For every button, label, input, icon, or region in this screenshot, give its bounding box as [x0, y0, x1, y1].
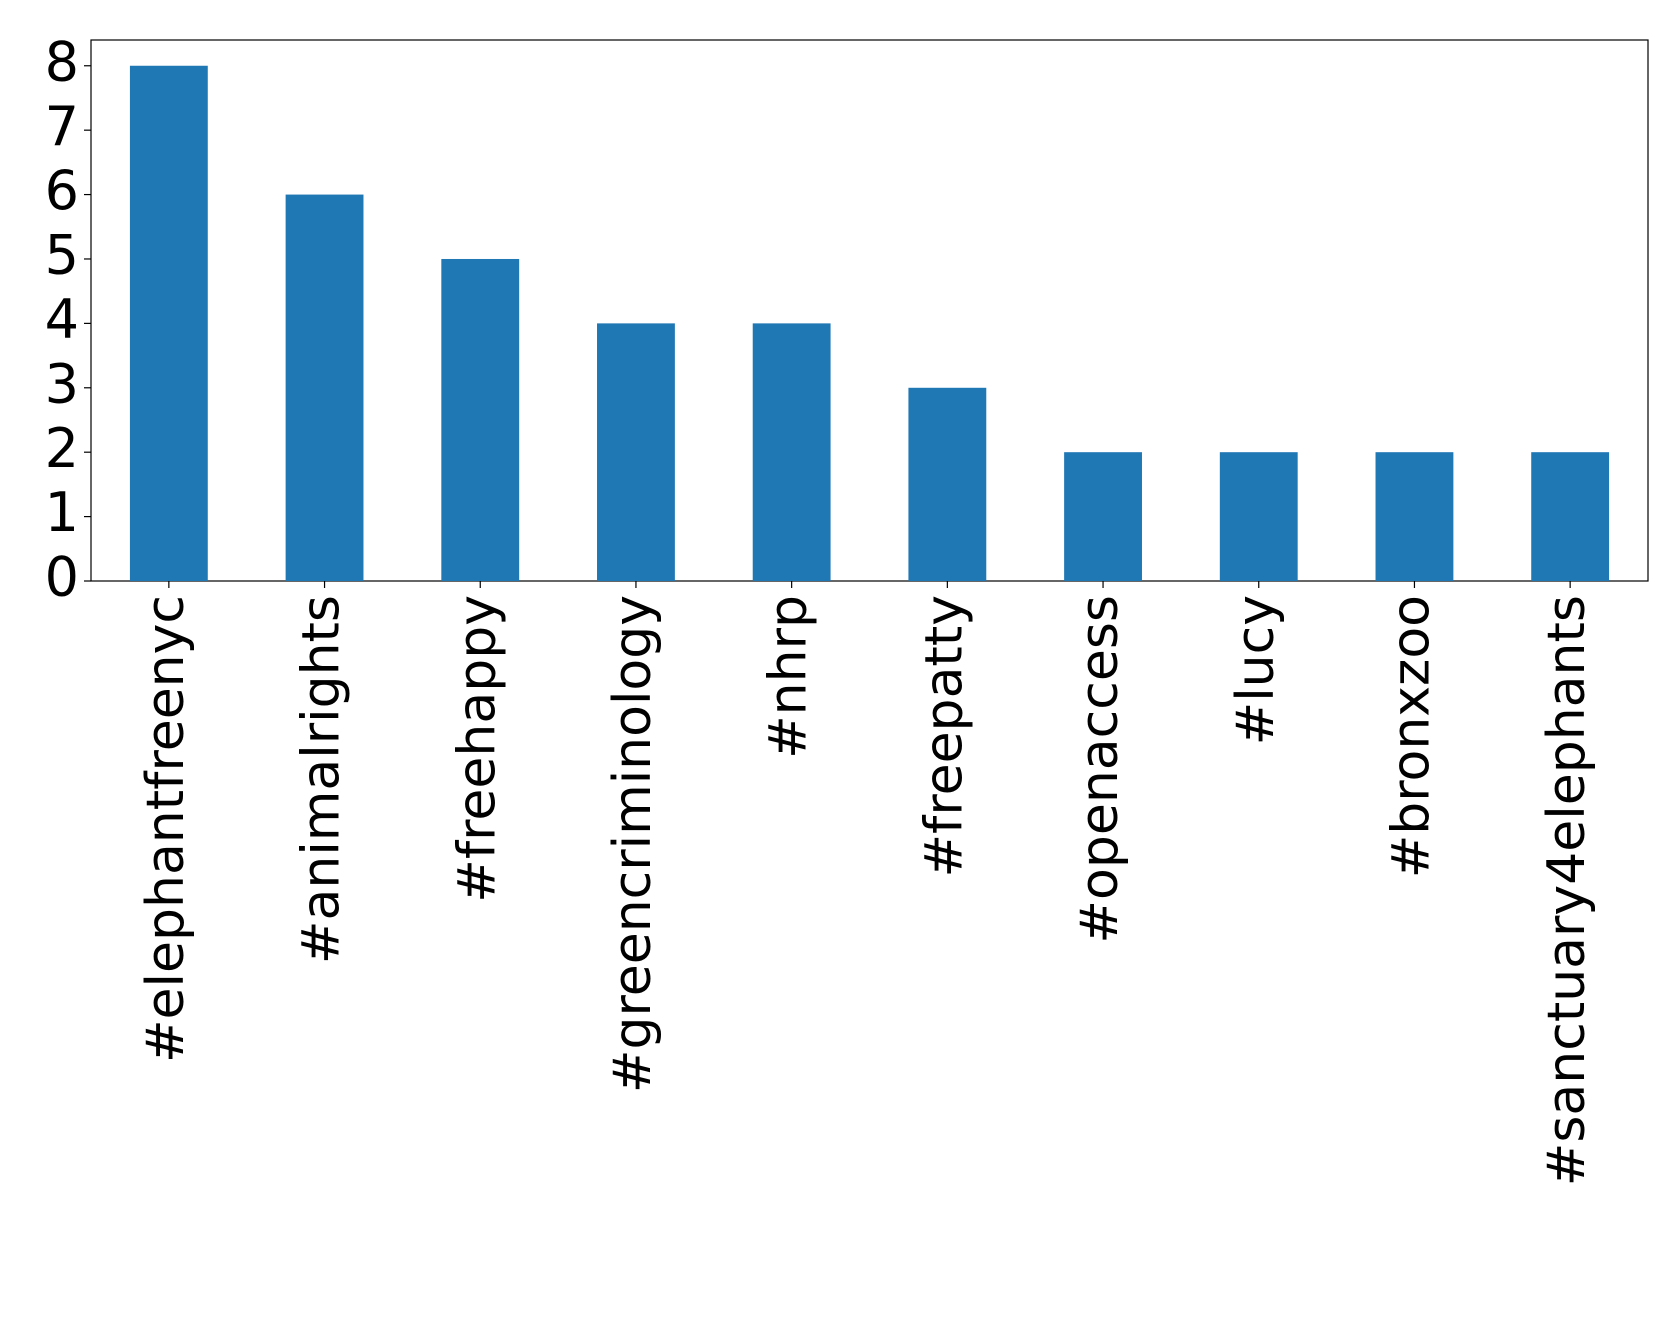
- bar: [752, 323, 831, 581]
- bar: [129, 65, 208, 581]
- bar: [441, 258, 520, 581]
- bar: [597, 323, 675, 581]
- y-tick-label: 4: [45, 288, 79, 351]
- y-tick-label: 6: [45, 159, 79, 222]
- bar: [285, 194, 364, 582]
- y-tick-label: 1: [45, 481, 79, 544]
- x-tick-label: #bronxzoo: [1381, 595, 1441, 878]
- y-tick-label: 0: [45, 546, 79, 609]
- plot-frame: [90, 39, 1649, 582]
- bar: [1219, 452, 1298, 581]
- x-tick-label: #lucy: [1226, 595, 1286, 745]
- bar: [1531, 452, 1610, 581]
- y-tick-label: 7: [45, 95, 79, 158]
- bar: [1064, 452, 1142, 581]
- x-tick-label: #animalrights: [292, 595, 352, 964]
- x-tick-label: #greencriminology: [603, 595, 663, 1093]
- x-tick-label: #freepatty: [914, 595, 974, 878]
- y-tick-label: 8: [45, 30, 79, 93]
- x-tick-label: #nhrp: [759, 595, 819, 759]
- y-tick-label: 5: [45, 224, 79, 287]
- x-tick-label: #openaccess: [1070, 595, 1130, 944]
- x-tick-label: #freehappy: [447, 595, 507, 903]
- bar: [908, 387, 987, 581]
- y-tick-label: 3: [45, 352, 79, 415]
- x-tick-label: #sanctuary4elephants: [1537, 595, 1597, 1186]
- x-tick-label: #elephantfreenyc: [136, 595, 196, 1063]
- y-tick-label: 2: [45, 417, 79, 480]
- bar: [1375, 452, 1454, 581]
